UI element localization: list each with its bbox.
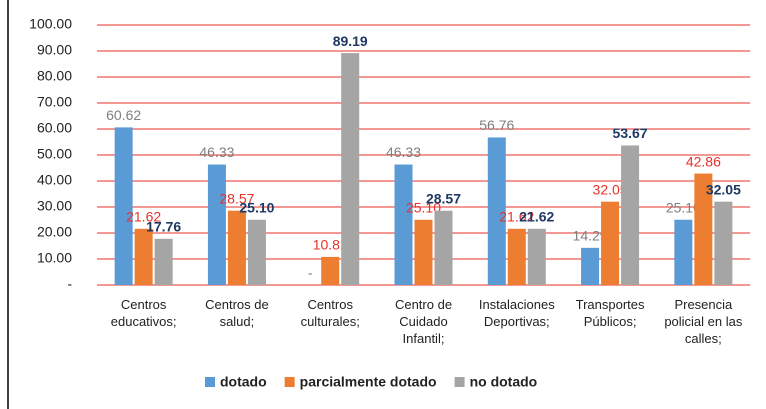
data-label: 60.62 (106, 107, 141, 123)
bar (114, 127, 133, 285)
x-tick-label: Instalaciones Deportivas; (478, 297, 555, 329)
data-label: 21.62 (126, 208, 161, 224)
bar (674, 219, 693, 285)
legend-label: no dotado (470, 374, 538, 390)
data-label: 21.62 (499, 208, 534, 224)
y-tick-label: 60.00 (37, 120, 72, 136)
y-tick-label: 50.00 (37, 146, 72, 162)
data-label: 28.57 (426, 190, 461, 206)
y-tick-label: - (67, 276, 72, 292)
x-tick-label: Centros culturales; (300, 297, 360, 329)
data-label: 32.05 (706, 181, 741, 197)
data-label: 46.33 (199, 144, 234, 160)
legend-label: parcialmente dotado (300, 374, 437, 390)
x-tick-label: Transportes Públicos; (575, 297, 645, 329)
bar (601, 201, 620, 285)
y-tick-label: 100.00 (29, 16, 72, 32)
legend-swatch (205, 377, 215, 387)
y-tick-label: 20.00 (37, 224, 72, 240)
data-label: 25.10 (406, 199, 441, 215)
bar (154, 238, 173, 285)
data-label: 89.19 (333, 33, 368, 49)
legend-swatch (454, 377, 465, 387)
bar (321, 256, 340, 285)
y-tick-label: 80.00 (37, 68, 72, 84)
data-label: 46.33 (386, 144, 421, 160)
bar (414, 219, 433, 285)
bar (487, 137, 506, 285)
x-tick-label: Centro de Cuidado Infantil; (394, 297, 453, 346)
bar (394, 164, 413, 285)
data-label: 28.57 (219, 190, 254, 206)
data-label: 17.76 (146, 219, 181, 235)
data-label: 25.10 (239, 199, 274, 215)
bar (581, 247, 600, 285)
bar (694, 173, 713, 285)
y-tick-label: 70.00 (37, 94, 72, 110)
x-tick-label: Centros de salud; (205, 297, 269, 329)
bar (621, 145, 640, 285)
bar (507, 228, 526, 285)
bar (341, 53, 360, 285)
bar (207, 164, 226, 285)
bar (134, 228, 153, 285)
y-tick-label: 30.00 (37, 198, 72, 214)
data-label: 42.86 (686, 153, 721, 169)
bar (434, 210, 453, 285)
legend-label: dotado (220, 374, 267, 390)
y-tick-label: 10.00 (37, 250, 72, 266)
x-tick-label: Centros educativos; (110, 297, 177, 329)
bar (247, 219, 266, 285)
legend-swatch (284, 377, 295, 387)
data-label: 53.67 (613, 125, 648, 141)
bar (227, 210, 246, 285)
data-label: 10.81 (313, 237, 348, 253)
data-label: 21.62 (519, 208, 554, 224)
bar (714, 201, 733, 285)
y-tick-label: 40.00 (37, 172, 72, 188)
data-label: 14.29 (573, 228, 608, 244)
data-label: - (308, 265, 313, 281)
data-label: 56.76 (479, 117, 514, 133)
data-label: 25.10 (666, 199, 701, 215)
data-label: 32.05 (593, 181, 628, 197)
y-tick-label: 90.00 (37, 42, 72, 58)
bar (527, 228, 546, 285)
x-tick-label: Presencia policial en las calles; (664, 297, 743, 346)
